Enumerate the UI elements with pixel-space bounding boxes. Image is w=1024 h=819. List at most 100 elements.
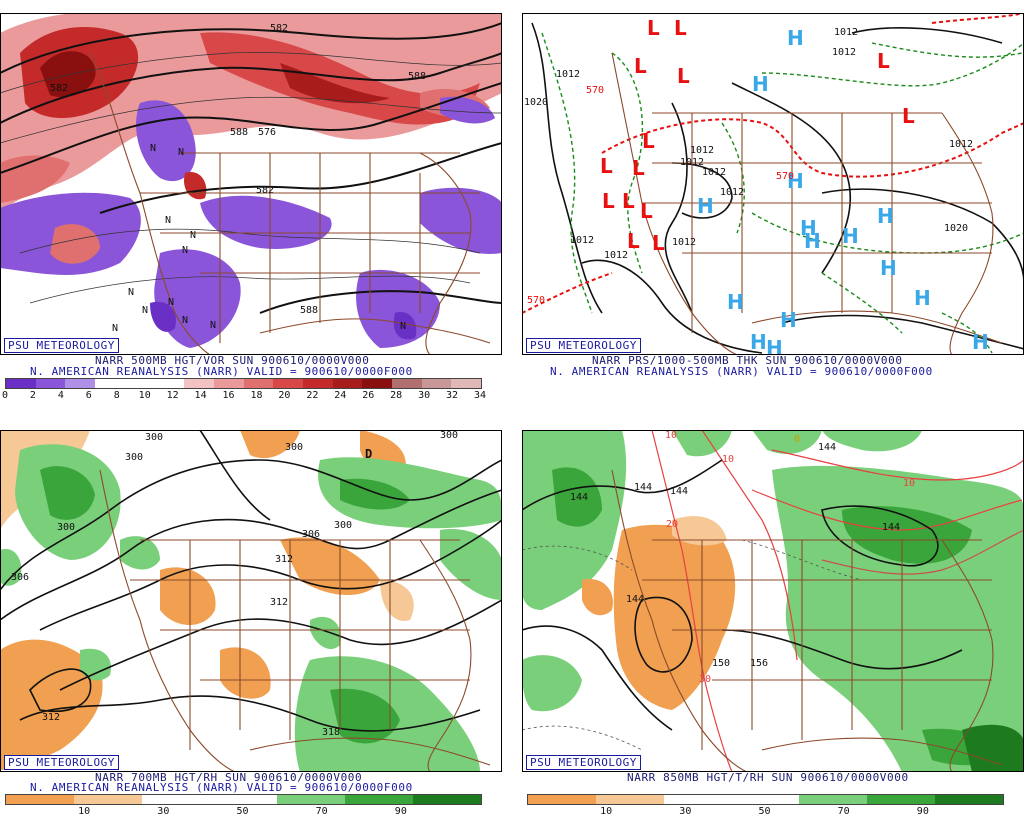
low-pressure-symbol: L [627,229,640,253]
psu-meteorology-badge: PSU METEOROLOGY [526,338,641,353]
colorbar-segment [213,379,244,388]
low-pressure-symbol: L [652,231,665,255]
low-pressure-symbol: L [602,189,615,213]
vort-symbol: N [210,320,216,331]
colorbar-segment [332,379,363,388]
contour-label: 20 [666,519,678,530]
high-pressure-symbol: H [877,204,894,228]
contour-label: 300 [145,432,163,443]
humidity-colorbar [5,794,482,805]
colorbar-segment [35,379,66,388]
vort-symbol: N [400,321,406,332]
contour-label: 1012 [690,145,714,156]
contour-label: 144 [818,442,836,453]
colorbar-tick-label: 70 [315,806,328,817]
caption-valid: N. AMERICAN REANALYSIS (NARR) VALID = 90… [30,365,413,378]
high-pressure-symbol: H [787,169,804,193]
contour-label: 588 [408,71,426,82]
contour-label: 576 [258,127,276,138]
colorbar-segment [345,795,414,804]
contour-label: 1012 [604,250,628,261]
vort-symbol: N [168,297,174,308]
high-pressure-symbol: H [880,256,897,280]
high-pressure-symbol: H [697,194,714,218]
contour-label: 570 [586,85,604,96]
contour-label: 10 [665,430,677,441]
colorbar-tick-label: 90 [394,806,407,817]
temperature-850mb-map: 144 144 144 144 144 150 156 144 10 10 10… [522,430,1024,772]
low-pressure-symbol: L [674,16,687,40]
contour-label: 300 [125,452,143,463]
high-pressure-symbol: H [780,308,797,332]
low-pressure-symbol: L [600,154,613,178]
contour-label: 306 [302,529,320,540]
psu-meteorology-badge: PSU METEOROLOGY [526,755,641,770]
caption-title: NARR 500MB HGT/VOR SUN 900610/0000V000 [95,354,370,367]
contour-label: 588 [230,127,248,138]
colorbar-tick-label: 0 [1,390,9,401]
vort-symbol: N [128,287,134,298]
panel-500mb-vorticity: 582 588 576 582 588 588 582 N N N N N N … [0,13,502,402]
high-pressure-symbol: H [842,224,859,248]
colorbar-segment [528,795,596,804]
colorbar-segment [6,379,36,388]
colorbar-segment [209,795,278,804]
contour-label: 1020 [524,97,548,108]
contour-label: 30 [699,674,711,685]
humidity-colorbar [527,794,1004,805]
colorbar-tick-label: 70 [837,806,850,817]
contour-label: 300 [57,522,75,533]
contour-label: 10 [903,478,915,489]
colorbar-tick-label: 16 [222,390,235,401]
contour-label: 300 [334,520,352,531]
colorbar-segment [124,379,155,388]
contour-label: 588 [300,305,318,316]
contour-label: 1012 [702,167,726,178]
colorbar-segment [391,379,422,388]
humidity-colorbar-ticks: 10 30 50 70 90 [527,806,1002,818]
colorbar-tick-label: 20 [278,390,291,401]
colorbar-segment [73,795,142,804]
colorbar-segment [184,379,214,388]
colorbar-segment [362,379,392,388]
colorbar-tick-label: 6 [85,390,92,401]
colorbar-segment [273,379,303,388]
high-pressure-symbol: H [914,286,931,310]
colorbar-tick-label: 8 [113,390,120,401]
low-pressure-symbol: L [622,189,635,213]
colorbar-segment [95,379,125,388]
contour-label: 582 [50,83,68,94]
contour-label: 1012 [556,69,580,80]
contour-label: 300 [440,430,458,441]
vort-symbol: N [112,323,118,334]
contour-label: 1012 [570,235,594,246]
caption-title: NARR 850MB HGT/T/RH SUN 900610/0000V000 [627,771,909,784]
colorbar-tick-label: 18 [250,390,263,401]
contour-label: 1012 [672,237,696,248]
caption-valid: N. AMERICAN REANALYSIS (NARR) VALID = 90… [550,365,933,378]
contour-label: 144 [634,482,652,493]
contour-label: 1020 [944,223,968,234]
contour-label: 1012 [834,27,858,38]
colorbar-segment [65,379,96,388]
colorbar-tick-label: 10 [600,806,613,817]
colorbar-tick-label: 2 [29,390,36,401]
low-pressure-symbol: L [902,104,915,128]
contour-label: 318 [322,727,340,738]
colorbar-segment [6,795,74,804]
colorbar-tick-label: 26 [362,390,375,401]
colorbar-tick-label: 50 [236,806,249,817]
colorbar-segment [141,795,210,804]
high-pressure-symbol: H [727,290,744,314]
colorbar-segment [243,379,274,388]
vort-symbol: N [182,245,188,256]
colorbar-tick-label: 10 [78,806,91,817]
contour-label: 1012 [949,139,973,150]
caption-title: NARR PRS/1000-500MB THK SUN 900610/0000V… [592,354,903,367]
contour-label: 144 [570,492,588,503]
caption-valid: N. AMERICAN REANALYSIS (NARR) VALID = 90… [30,781,413,794]
low-pressure-symbol: L [877,49,890,73]
caption-title: NARR 700MB HGT/RH SUN 900610/0000V000 [95,771,363,784]
vort-symbol: N [178,147,184,158]
vort-symbol: N [165,215,171,226]
